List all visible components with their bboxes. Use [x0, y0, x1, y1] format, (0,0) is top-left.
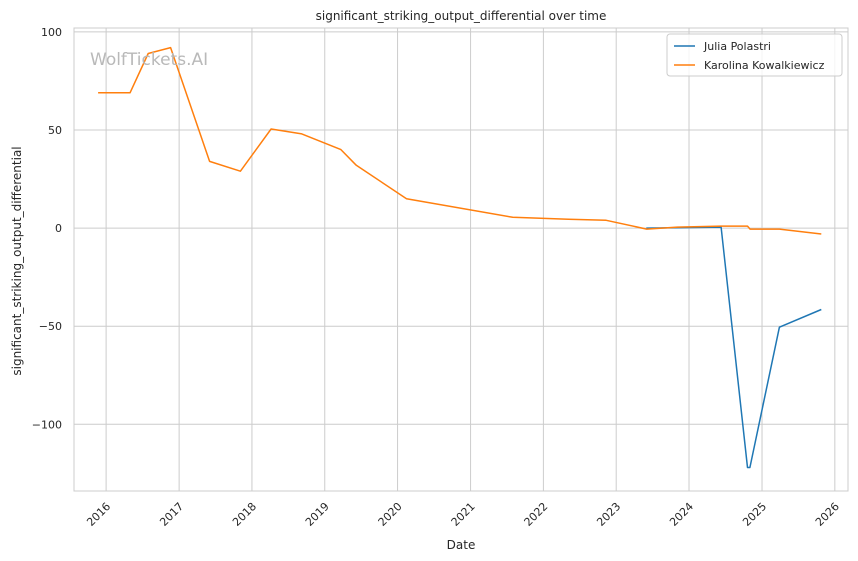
- series-line: [646, 226, 822, 469]
- y-tick-label: −100: [32, 418, 62, 431]
- chart-title: significant_striking_output_differential…: [316, 9, 607, 23]
- legend: Julia Polastri Karolina Kowalkiewicz: [666, 33, 843, 77]
- x-axis-label: Date: [447, 538, 476, 552]
- watermark-text: WolfTickets.AI: [90, 50, 208, 70]
- series-lines: [98, 46, 822, 469]
- tick-labels: 2016 2017 2018 2019 2020 2021 2022 2023 2024 2025…: [32, 26, 842, 529]
- legend-label: Karolina Kowalkiewicz: [704, 59, 825, 72]
- grid: [74, 28, 848, 491]
- y-tick-label: 0: [55, 222, 62, 235]
- plot-area-frame: [73, 27, 849, 492]
- y-tick-label: −50: [39, 320, 62, 333]
- series-line: [98, 46, 822, 235]
- legend-label: Julia Polastri: [703, 40, 771, 53]
- y-axis-label: significant_striking_output_differential: [10, 146, 24, 375]
- legend-box: [666, 33, 843, 77]
- y-tick-label: 50: [48, 124, 62, 137]
- y-tick-label: 100: [41, 26, 62, 39]
